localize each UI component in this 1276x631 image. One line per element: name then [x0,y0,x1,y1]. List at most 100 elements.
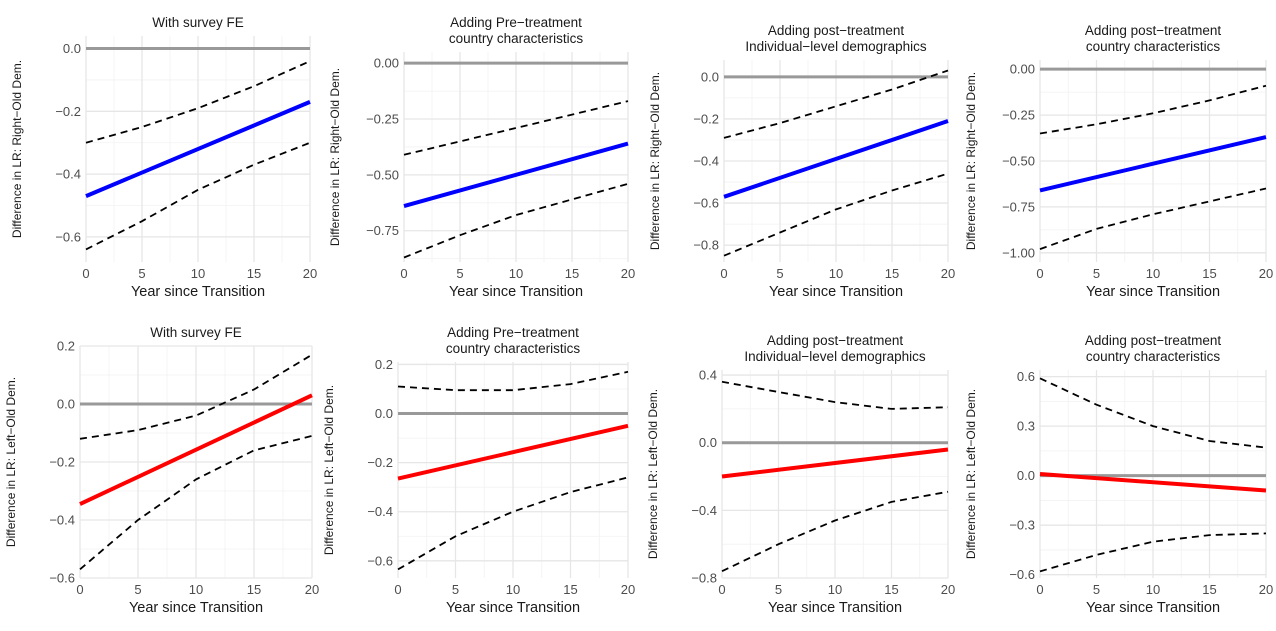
panel-title: Adding post−treatment [1085,333,1221,348]
ci-lower-line [403,182,629,259]
y-axis-label: Difference in LR: Left−Old Dem. [322,385,336,555]
x-tick-label: 10 [1146,266,1160,281]
y-tick-label: −0.4 [691,503,717,518]
panel-title: country characteristics [1086,349,1221,364]
y-tick-label: −0.6 [55,229,81,244]
panel-title: country characteristics [446,341,581,356]
x-axis-label: Year since Transition [129,600,263,616]
y-tick-label: 0.0 [701,69,719,84]
panel-1: 0 5 10 15 20 0.0 −0.2 −0.4 −0.6 With survey FE Yea… [10,15,317,300]
ci-upper-line [1039,377,1267,449]
x-tick-label: 20 [621,582,635,597]
y-tick-label: −0.6 [693,196,719,211]
y-tick-label: −0.50 [366,167,399,182]
panel-title: Adding post−treatment [768,23,904,38]
y-tick-label: −0.6 [49,571,75,586]
panel-title: Adding Pre−treatment [447,325,579,340]
y-tick-label: −0.4 [367,504,393,519]
y-tick-label: −0.8 [691,571,717,586]
y-axis: 0.00 −0.25 −0.50 −0.75 −1.00 [1002,62,1266,260]
panel-title: Adding Pre−treatment [450,15,582,30]
y-tick-label: −0.25 [1002,108,1035,123]
x-tick-label: 5 [776,266,783,281]
ci-lower-line [79,435,313,570]
y-tick-label: 0.0 [57,397,75,412]
x-tick-label: 10 [828,582,842,597]
x-tick-label: 15 [1202,266,1216,281]
estimate-line [723,119,949,199]
y-axis-label: Difference in LR: Left−Old Dem. [4,377,18,547]
x-tick-label: 10 [509,266,523,281]
x-tick-label: 5 [775,582,782,597]
ci-upper-line [403,100,629,156]
panel-title: Individual−level demographics [744,349,925,364]
x-tick-label: 15 [563,582,577,597]
x-axis: 0 5 10 15 20 [1036,60,1273,281]
ci-lower-line [1039,187,1267,250]
x-tick-label: 20 [1259,582,1273,597]
y-tick-label: −0.75 [366,223,399,238]
x-axis-label: Year since Transition [131,284,265,300]
y-tick-label: 0.0 [1017,468,1035,483]
estimate-line [1039,472,1267,493]
x-tick-label: 20 [941,582,955,597]
y-tick-label: 0.2 [375,357,393,372]
y-tick-label: −0.50 [1002,154,1035,169]
x-axis-label: Year since Transition [768,600,902,616]
x-tick-label: 0 [394,582,401,597]
x-tick-label: 5 [456,266,463,281]
ci-lower-line [723,172,949,257]
y-tick-label: 0.0 [699,435,717,450]
y-tick-label: −0.4 [693,154,719,169]
y-tick-label: −0.2 [693,111,719,126]
ci-lower-line [1039,532,1267,573]
x-tick-label: 10 [189,582,203,597]
ci-lower-line [85,141,311,251]
x-tick-label: 0 [400,266,407,281]
y-tick-label: 0.00 [1010,62,1035,77]
y-tick-label: −0.75 [1002,199,1035,214]
x-axis-label: Year since Transition [769,284,903,300]
estimate-line [403,141,629,209]
panel-5: 0 5 10 15 20 0.2 0.0 −0.2 −0.4 −0.6 With survey FE… [4,325,319,616]
y-tick-label: −0.3 [1009,518,1035,533]
panel-8: 0 5 10 15 20 0.6 0.3 0.0 −0.3 −0.6 Adding post−tre… [964,333,1273,616]
x-tick-label: 5 [1093,266,1100,281]
x-tick-label: 15 [1202,582,1216,597]
y-tick-label: 0.6 [1017,369,1035,384]
x-tick-label: 20 [305,582,319,597]
panel-title: country characteristics [1086,39,1221,54]
ci-lower-line [397,476,629,571]
x-tick-label: 5 [134,582,141,597]
y-tick-label: −0.4 [49,513,75,528]
y-tick-label: 0.3 [1017,419,1035,434]
x-tick-label: 5 [452,582,459,597]
ci-upper-line [1039,84,1267,135]
x-tick-label: 20 [1259,266,1273,281]
estimate-line [397,423,629,481]
y-tick-label: −0.4 [55,167,81,182]
y-tick-label: 0.0 [375,406,393,421]
y-axis: 0.00 −0.25 −0.50 −0.75 [366,56,628,238]
x-axis-label: Year since Transition [446,600,580,616]
x-axis: 0 5 10 15 20 [394,362,635,597]
y-axis-label: Difference in LR: Left−Old Dem. [964,389,978,559]
y-axis-label: Difference in LR: Right−Old Dem. [10,60,24,238]
ci-upper-line [723,69,949,139]
ci-upper-line [721,380,949,410]
panel-3: 0 5 10 15 20 0.0 −0.2 −0.4 −0.6 −0.8 Adding post−t… [648,23,955,300]
x-tick-label: 15 [247,582,261,597]
x-tick-label: 0 [1036,582,1043,597]
x-tick-label: 5 [1093,582,1100,597]
panel-title: With survey FE [150,325,242,340]
x-tick-label: 10 [506,582,520,597]
panel-7: 0 5 10 15 20 0.4 0.0 −0.4 −0.8 Adding post−treatm… [646,333,955,616]
y-tick-label: −0.6 [1009,567,1035,582]
y-tick-label: −0.6 [367,553,393,568]
x-tick-label: 20 [941,266,955,281]
x-tick-label: 10 [829,266,843,281]
x-tick-label: 15 [247,266,261,281]
estimate-line [721,447,949,479]
estimate-line [85,100,311,198]
